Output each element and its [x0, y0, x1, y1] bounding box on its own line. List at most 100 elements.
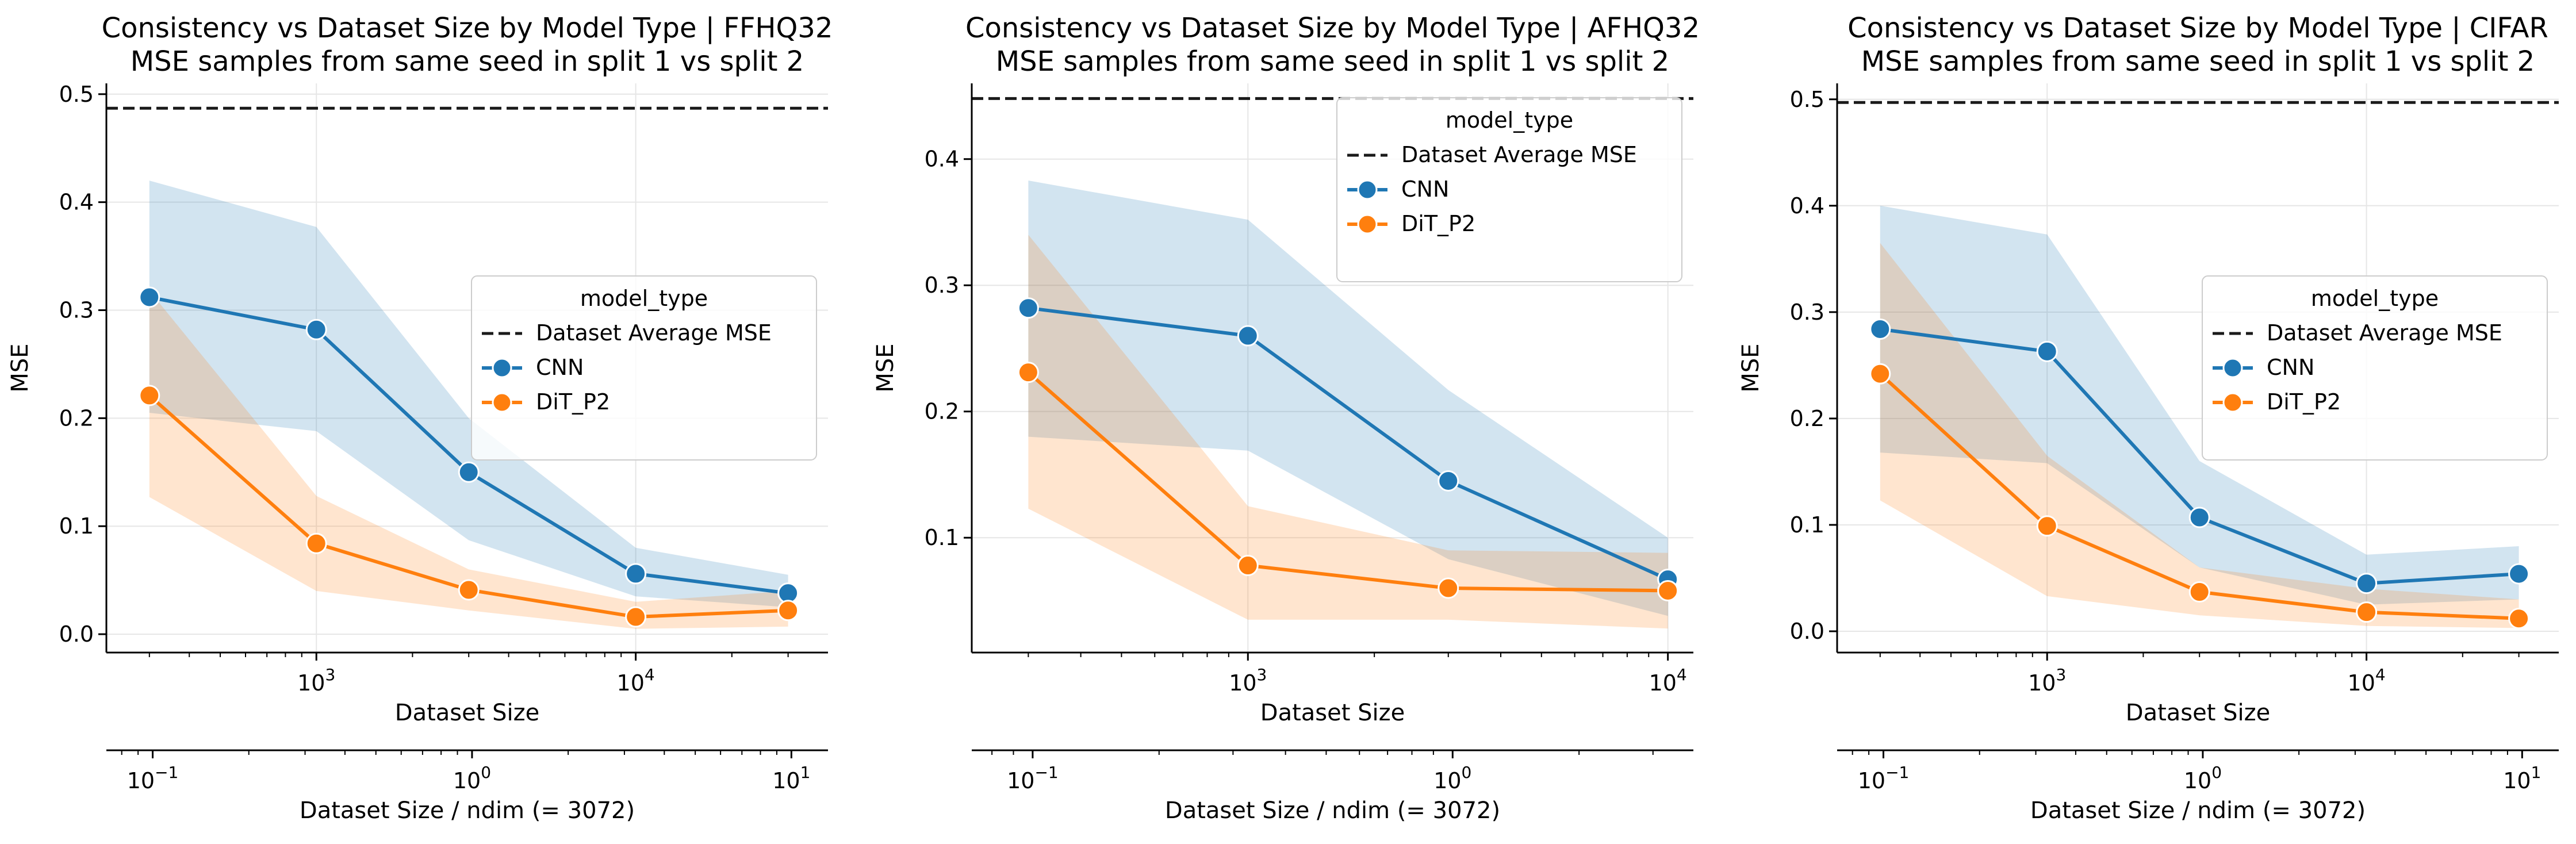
- data-point-cnn: [458, 461, 480, 483]
- data-point-dit-p2: [2036, 515, 2058, 537]
- data-point-cnn: [2188, 507, 2210, 528]
- secondary-x-tick-label: 101: [2503, 763, 2541, 793]
- secondary-x-tick-label: 10−1: [1007, 763, 1059, 793]
- y-tick-label: 0.2: [925, 399, 959, 424]
- data-point-cnn: [1869, 318, 1891, 340]
- data-point-dit-p2: [2188, 581, 2210, 603]
- data-point-cnn: [139, 286, 160, 308]
- x-tick-label: 104: [1649, 665, 1687, 696]
- data-point-dit-p2: [2356, 601, 2378, 623]
- data-point-cnn: [2356, 573, 2378, 594]
- legend-swatch-marker-dit-p2: [2222, 392, 2243, 413]
- y-tick-label: 0.3: [59, 297, 94, 323]
- series-line-dit-p2: [1027, 371, 1668, 593]
- x-axis-label: Dataset Size: [1260, 700, 1405, 726]
- x-tick-label: 103: [297, 665, 335, 696]
- y-tick-label: 0.3: [925, 273, 959, 298]
- data-point-dit-p2: [458, 579, 480, 601]
- legend-entry-label: DiT_P2: [2267, 389, 2341, 415]
- legend-title: model_type: [580, 286, 708, 311]
- data-point-cnn: [305, 319, 327, 340]
- data-point-dit-p2: [1237, 555, 1259, 577]
- legend-swatch-marker-dit-p2: [1357, 214, 1378, 235]
- chart-panel-2: Consistency vs Dataset Size by Model Typ…: [872, 12, 1700, 824]
- secondary-x-tick-label: 100: [2184, 763, 2222, 793]
- secondary-x-axis-label: Dataset Size / ndim (= 3072): [1165, 797, 1500, 824]
- y-tick-label: 0.0: [59, 622, 94, 647]
- secondary-x-tick-label: 100: [1433, 763, 1471, 793]
- secondary-x-tick-label: 101: [772, 763, 810, 793]
- x-tick-label: 103: [1229, 665, 1267, 696]
- legend-entry-label: DiT_P2: [1401, 211, 1475, 236]
- data-point-cnn: [1237, 325, 1259, 347]
- secondary-x-tick-label: 100: [453, 763, 491, 793]
- secondary-x-axis-label: Dataset Size / ndim (= 3072): [2030, 797, 2366, 824]
- secondary-x-tick-label: 10−1: [1858, 763, 1910, 793]
- legend-swatch-marker-cnn: [2222, 358, 2243, 378]
- legend-entry-label: CNN: [536, 355, 584, 380]
- y-tick-label: 0.5: [59, 82, 94, 107]
- y-tick-label: 0.1: [1790, 512, 1824, 538]
- data-point-cnn: [2508, 563, 2530, 585]
- y-axis-label: MSE: [1738, 343, 1764, 392]
- x-axis-label: Dataset Size: [395, 700, 539, 726]
- legend-title: model_type: [1446, 108, 1573, 133]
- data-point-dit-p2: [777, 600, 799, 622]
- legend-box: [2202, 275, 2548, 461]
- legend-swatch-marker-dit-p2: [492, 392, 512, 413]
- data-point-cnn: [625, 563, 647, 585]
- legend-entry-label: CNN: [2267, 355, 2314, 380]
- y-tick-label: 0.2: [1790, 406, 1824, 431]
- chart-title: Consistency vs Dataset Size by Model Typ…: [1847, 12, 2548, 44]
- legend-swatch-marker-cnn: [492, 358, 512, 378]
- series-line-cnn: [1028, 306, 1669, 581]
- y-tick-label: 0.4: [925, 147, 959, 172]
- confidence-band-cnn: [149, 181, 788, 608]
- data-point-dit-p2: [1869, 363, 1891, 385]
- y-axis-label: MSE: [7, 343, 33, 392]
- x-axis-label: Dataset Size: [2126, 700, 2270, 726]
- legend-box: [471, 275, 817, 461]
- legend-entry-label: CNN: [1401, 177, 1449, 202]
- data-point-dit-p2: [1657, 580, 1679, 601]
- y-tick-label: 0.3: [1790, 300, 1824, 325]
- y-axis-label: MSE: [872, 343, 899, 392]
- x-tick-label: 104: [2348, 665, 2386, 696]
- legend-entry-label: Dataset Average MSE: [2267, 320, 2502, 346]
- y-tick-label: 0.1: [59, 513, 94, 539]
- y-tick-label: 0.4: [59, 190, 94, 215]
- y-tick-label: 0.4: [1790, 193, 1824, 218]
- data-point-dit-p2: [139, 385, 160, 406]
- chart-subtitle: MSE samples from same seed in split 1 vs…: [996, 45, 1669, 78]
- confidence-band-cnn: [1880, 205, 2519, 605]
- x-tick-label: 104: [617, 665, 655, 696]
- data-point-dit-p2: [625, 606, 647, 628]
- secondary-x-axis-label: Dataset Size / ndim (= 3072): [300, 797, 635, 824]
- confidence-band-dit-p2: [1028, 235, 1668, 629]
- legend-swatch-marker-cnn: [1357, 179, 1378, 200]
- data-point-dit-p2: [2508, 608, 2530, 630]
- chart-title: Consistency vs Dataset Size by Model Typ…: [965, 12, 1700, 44]
- legend: model_type Dataset Average MSE CNN DiT_P2: [2202, 275, 2548, 461]
- legend: model_type Dataset Average MSE CNN DiT_P2: [1336, 97, 1682, 282]
- chart-panel-1: Consistency vs Dataset Size by Model Typ…: [7, 12, 833, 824]
- legend: model_type Dataset Average MSE CNN DiT_P2: [471, 275, 817, 461]
- data-point-dit-p2: [1438, 577, 1459, 599]
- data-point-cnn: [1017, 297, 1039, 319]
- data-point-dit-p2: [305, 532, 327, 554]
- data-point-cnn: [1438, 470, 1459, 492]
- legend-entry-label: DiT_P2: [536, 389, 610, 415]
- x-tick-label: 103: [2028, 665, 2066, 696]
- secondary-x-tick-label: 10−1: [127, 763, 179, 793]
- chart-subtitle: MSE samples from same seed in split 1 vs…: [1861, 45, 2535, 78]
- legend-entry-label: Dataset Average MSE: [1401, 142, 1637, 167]
- chart-subtitle: MSE samples from same seed in split 1 vs…: [131, 45, 804, 78]
- legend-entry-label: Dataset Average MSE: [536, 320, 772, 346]
- y-tick-label: 0.2: [59, 405, 94, 431]
- chart-title: Consistency vs Dataset Size by Model Typ…: [102, 12, 833, 44]
- chart-panel-3: Consistency vs Dataset Size by Model Typ…: [1738, 12, 2559, 824]
- data-point-cnn: [2036, 340, 2058, 362]
- legend-box: [1336, 97, 1682, 282]
